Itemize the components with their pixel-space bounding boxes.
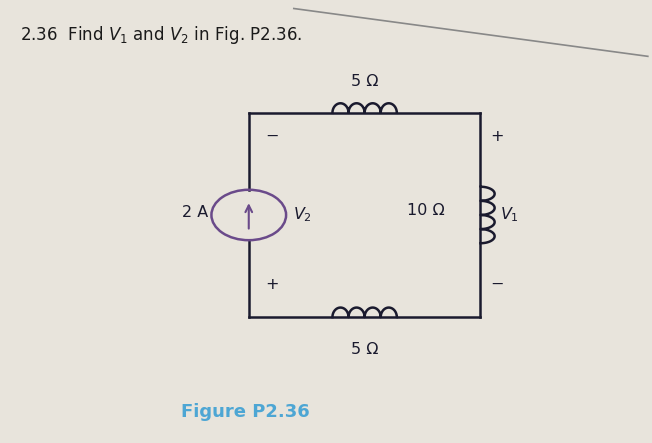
Text: Figure P2.36: Figure P2.36: [181, 404, 310, 421]
Text: $V_1$: $V_1$: [500, 206, 519, 224]
Text: 2.36  Find $V_1$ and $V_2$ in Fig. P2.36.: 2.36 Find $V_1$ and $V_2$ in Fig. P2.36.: [20, 24, 303, 46]
Text: −: −: [265, 129, 278, 144]
Text: +: +: [265, 277, 278, 292]
Text: 2 A: 2 A: [182, 205, 208, 220]
Text: −: −: [490, 277, 503, 292]
Text: $V_2$: $V_2$: [293, 206, 312, 224]
Text: 5 Ω: 5 Ω: [351, 74, 378, 89]
Text: 5 Ω: 5 Ω: [351, 342, 378, 358]
Text: 10 Ω: 10 Ω: [408, 203, 445, 218]
Text: +: +: [490, 129, 503, 144]
